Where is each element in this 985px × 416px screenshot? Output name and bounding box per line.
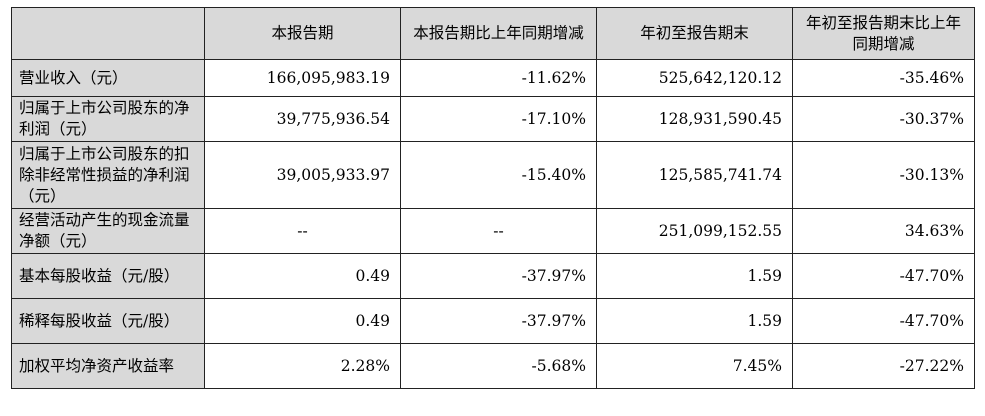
cell-current-change: -- bbox=[400, 208, 597, 254]
row-label: 基本每股收益（元/股） bbox=[11, 253, 205, 299]
cell-ytd-change: -27.22% bbox=[792, 343, 975, 389]
cell-ytd: 125,585,741.74 bbox=[596, 141, 793, 209]
cell-current: 0.49 bbox=[204, 253, 401, 299]
row-label: 经营活动产生的现金流量净额（元） bbox=[11, 208, 205, 254]
cell-current: -- bbox=[204, 208, 401, 254]
table-row-net-profit-deducted: 归属于上市公司股东的扣除非经常性损益的净利润（元） 39,005,933.97 … bbox=[11, 141, 975, 209]
cell-current: 39,005,933.97 bbox=[204, 141, 401, 209]
header-year-to-date-change: 年初至报告期末比上年同期增减 bbox=[792, 7, 975, 60]
cell-ytd: 1.59 bbox=[596, 298, 793, 344]
header-corner-cell bbox=[11, 7, 205, 60]
cell-ytd: 1.59 bbox=[596, 253, 793, 299]
cell-ytd: 251,099,152.55 bbox=[596, 208, 793, 254]
row-label: 归属于上市公司股东的净利润（元） bbox=[11, 96, 205, 142]
cell-current-change: -11.62% bbox=[400, 59, 597, 97]
header-year-to-date: 年初至报告期末 bbox=[596, 7, 793, 60]
cell-current: 2.28% bbox=[204, 343, 401, 389]
cell-ytd: 7.45% bbox=[596, 343, 793, 389]
table-header-row: 本报告期 本报告期比上年同期增减 年初至报告期末 年初至报告期末比上年同期增减 bbox=[11, 7, 975, 60]
table-row-diluted-eps: 稀释每股收益（元/股） 0.49 -37.97% 1.59 -47.70% bbox=[11, 298, 975, 344]
table-row-weighted-roe: 加权平均净资产收益率 2.28% -5.68% 7.45% -27.22% bbox=[11, 343, 975, 389]
cell-ytd-change: -47.70% bbox=[792, 298, 975, 344]
table-row-revenue: 营业收入（元） 166,095,983.19 -11.62% 525,642,1… bbox=[11, 59, 975, 97]
cell-current: 0.49 bbox=[204, 298, 401, 344]
cell-current: 166,095,983.19 bbox=[204, 59, 401, 97]
table-row-net-profit: 归属于上市公司股东的净利润（元） 39,775,936.54 -17.10% 1… bbox=[11, 96, 975, 142]
row-label: 稀释每股收益（元/股） bbox=[11, 298, 205, 344]
cell-current-change: -37.97% bbox=[400, 253, 597, 299]
cell-current-change: -5.68% bbox=[400, 343, 597, 389]
cell-ytd-change: -30.13% bbox=[792, 141, 975, 209]
cell-current: 39,775,936.54 bbox=[204, 96, 401, 142]
header-current-period: 本报告期 bbox=[204, 7, 401, 60]
table-row-operating-cash-flow: 经营活动产生的现金流量净额（元） -- -- 251,099,152.55 34… bbox=[11, 208, 975, 254]
cell-ytd: 525,642,120.12 bbox=[596, 59, 793, 97]
cell-ytd-change: 34.63% bbox=[792, 208, 975, 254]
row-label: 归属于上市公司股东的扣除非经常性损益的净利润（元） bbox=[11, 141, 205, 209]
cell-ytd: 128,931,590.45 bbox=[596, 96, 793, 142]
row-label: 营业收入（元） bbox=[11, 59, 205, 97]
cell-current-change: -15.40% bbox=[400, 141, 597, 209]
cell-ytd-change: -35.46% bbox=[792, 59, 975, 97]
cell-current-change: -17.10% bbox=[400, 96, 597, 142]
cell-ytd-change: -47.70% bbox=[792, 253, 975, 299]
financial-summary-table: 本报告期 本报告期比上年同期增减 年初至报告期末 年初至报告期末比上年同期增减 … bbox=[11, 7, 975, 389]
header-current-period-change: 本报告期比上年同期增减 bbox=[400, 7, 597, 60]
table-row-basic-eps: 基本每股收益（元/股） 0.49 -37.97% 1.59 -47.70% bbox=[11, 253, 975, 299]
cell-ytd-change: -30.37% bbox=[792, 96, 975, 142]
row-label: 加权平均净资产收益率 bbox=[11, 343, 205, 389]
cell-current-change: -37.97% bbox=[400, 298, 597, 344]
